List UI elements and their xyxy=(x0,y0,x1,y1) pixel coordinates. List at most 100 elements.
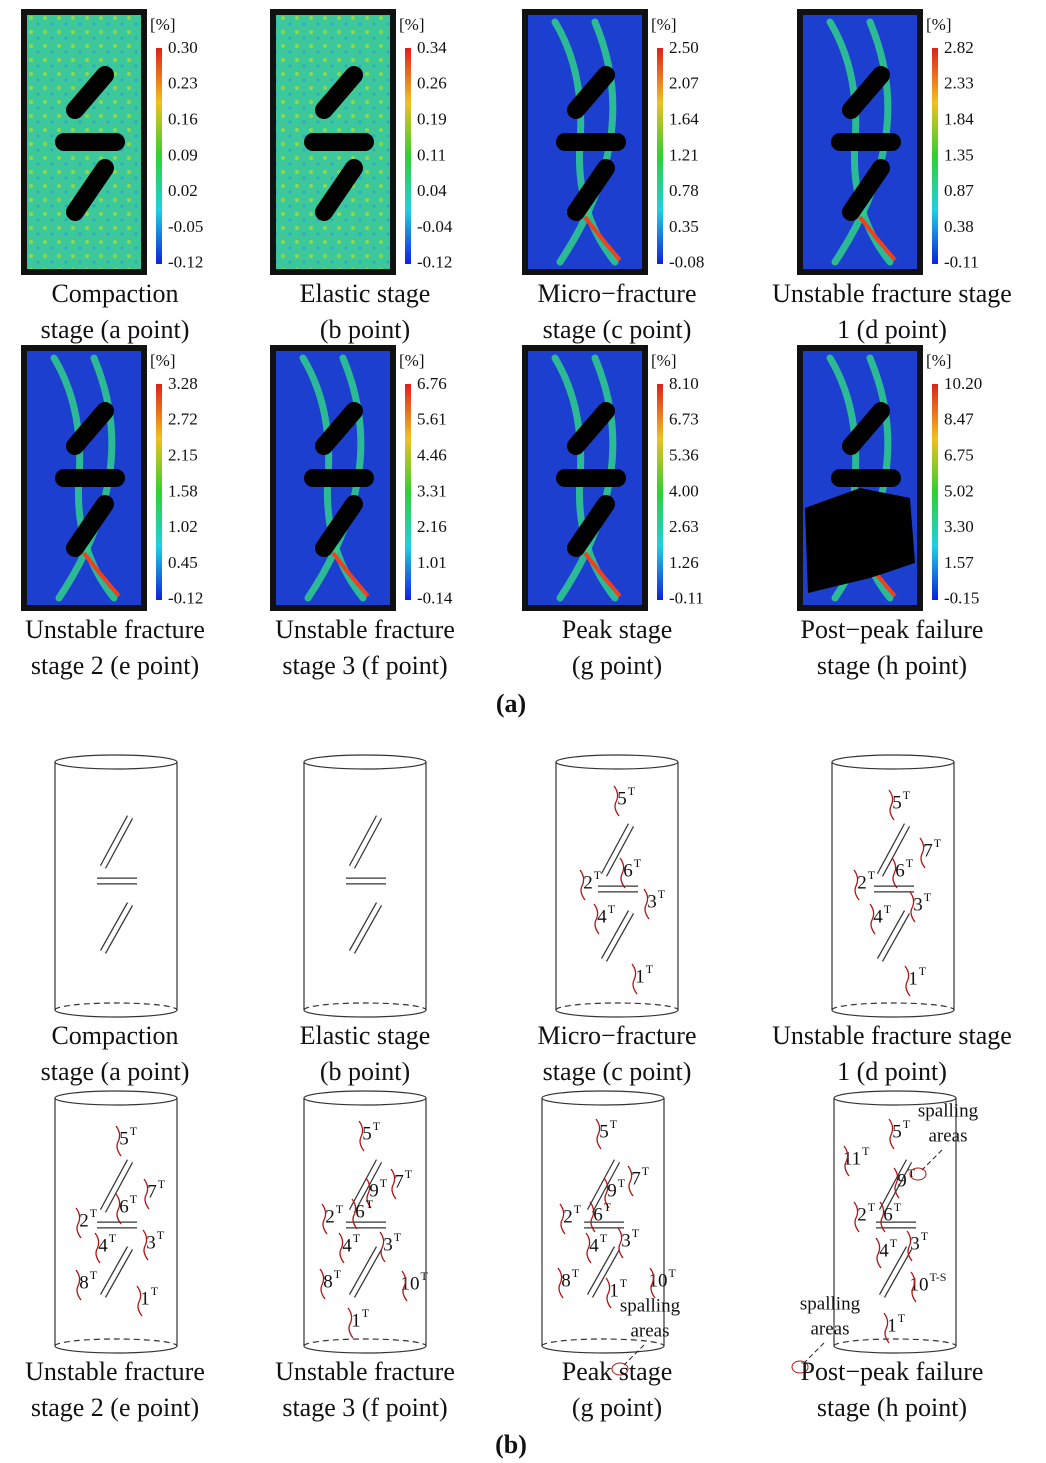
caption: stage (a point) xyxy=(41,1057,190,1086)
crack-label: 4 xyxy=(98,1235,108,1256)
crack-sup: T xyxy=(90,1268,98,1282)
colorbar xyxy=(932,384,938,600)
crack xyxy=(619,857,626,889)
crack xyxy=(347,1307,354,1339)
crack-label: 3 xyxy=(913,894,923,915)
strain-band xyxy=(858,215,897,262)
colorbar-label: 1.01 xyxy=(417,553,447,572)
crack-sup: T xyxy=(934,836,942,850)
cylinder-top xyxy=(54,754,178,770)
annotation-arrow xyxy=(623,1344,645,1366)
crack-label: 4 xyxy=(873,906,883,927)
crack-label: 7 xyxy=(147,1181,157,1202)
crack-label: 5 xyxy=(892,792,902,813)
crack-sup: T xyxy=(610,1117,618,1131)
crack-label: 5 xyxy=(617,788,627,809)
caption: Unstable fracture stage xyxy=(772,279,1012,308)
spalling-area xyxy=(909,1167,927,1181)
crack-label: 6 xyxy=(355,1201,365,1222)
crack xyxy=(319,1268,326,1300)
crack-label: 3 xyxy=(621,1230,631,1251)
cylinder-bottom-hidden xyxy=(303,1338,427,1347)
crack xyxy=(605,1277,612,1309)
colorbar-label: 5.02 xyxy=(944,481,974,500)
crack-label: 4 xyxy=(342,1235,352,1256)
colorbar-label: 0.87 xyxy=(944,181,974,200)
crack xyxy=(136,1285,143,1317)
failure-zone xyxy=(805,488,915,593)
colorbar-label: 2.50 xyxy=(669,38,699,57)
crack-sup: T xyxy=(669,1266,677,1280)
colorbar-label: 0.19 xyxy=(417,110,447,129)
crack-label: 9 xyxy=(607,1180,617,1201)
crack-sup: T xyxy=(924,890,932,904)
colorbar xyxy=(657,48,663,264)
strain-band xyxy=(82,551,121,598)
crack-sup: T xyxy=(151,1284,159,1298)
crack-label: 1 xyxy=(887,1315,897,1336)
crack-sup: T xyxy=(380,1176,388,1190)
colorbar-label: -0.12 xyxy=(168,253,203,272)
crack xyxy=(891,857,898,889)
colorbar xyxy=(156,384,162,600)
crack xyxy=(853,869,860,901)
crack-label: 6 xyxy=(895,860,905,881)
crack-label: 2 xyxy=(857,872,867,893)
cylinder-bottom xyxy=(54,1009,178,1018)
crack xyxy=(643,888,650,920)
colorbar-label: 1.02 xyxy=(168,517,198,536)
flaw xyxy=(101,1246,132,1298)
crack xyxy=(358,1120,365,1152)
colorbar-label: 1.58 xyxy=(168,481,198,500)
colorbar-label: -0.11 xyxy=(944,253,979,272)
crack-sup: T xyxy=(130,1192,138,1206)
crack xyxy=(75,1269,82,1301)
caption: Post−peak failure xyxy=(801,615,984,644)
flaw xyxy=(567,402,615,455)
colorbar-label: 4.46 xyxy=(417,446,447,465)
flaw xyxy=(878,910,909,962)
spalling-area xyxy=(791,1360,809,1374)
colorbar-label: 2.72 xyxy=(168,410,198,429)
crack xyxy=(559,1203,566,1235)
crack-sup: T xyxy=(618,1176,626,1190)
crack xyxy=(906,1230,913,1262)
colorbar-label: -0.08 xyxy=(669,253,704,272)
caption: (b point) xyxy=(320,315,410,344)
crack-label: 3 xyxy=(146,1232,156,1253)
crack xyxy=(338,1232,345,1264)
crack-label: 8 xyxy=(79,1272,89,1293)
crack-label: 4 xyxy=(589,1235,599,1256)
crack-sup: T xyxy=(894,1200,902,1214)
annotation: areas xyxy=(630,1320,669,1341)
colorbar-label: 0.26 xyxy=(417,74,447,93)
crack-label: 7 xyxy=(631,1168,641,1189)
crack-sup: T xyxy=(158,1177,166,1191)
annotation-arrow xyxy=(921,1149,943,1171)
cylinder-top xyxy=(541,1090,665,1106)
colorbar-label: 10.20 xyxy=(944,374,982,393)
annotation-arrow xyxy=(803,1342,825,1364)
caption: Peak stage xyxy=(562,615,672,644)
flaw xyxy=(842,66,890,119)
flaw xyxy=(101,1159,132,1213)
crack xyxy=(631,963,638,995)
colorbar-label: 5.36 xyxy=(669,446,699,465)
crack xyxy=(909,891,916,923)
caption: stage (c point) xyxy=(543,1057,692,1086)
crack-sup: T xyxy=(620,1276,628,1290)
colorbar-label: -0.14 xyxy=(417,589,453,608)
colorbar-unit: [%] xyxy=(926,351,951,370)
colorbar-label: 6.73 xyxy=(669,410,699,429)
cylinder-bottom xyxy=(541,1345,665,1354)
crack-sup: T xyxy=(336,1202,344,1216)
colorbar-label: 0.11 xyxy=(417,145,446,164)
cylinder-bottom xyxy=(555,1009,679,1018)
crack-sup: T xyxy=(334,1267,342,1281)
crack-label: 4 xyxy=(879,1240,889,1261)
flaw xyxy=(66,402,114,455)
annotation: spalling xyxy=(800,1293,861,1314)
crack xyxy=(904,965,911,997)
crack-sup: T xyxy=(604,1200,612,1214)
caption: Unstable fracture xyxy=(275,615,455,644)
